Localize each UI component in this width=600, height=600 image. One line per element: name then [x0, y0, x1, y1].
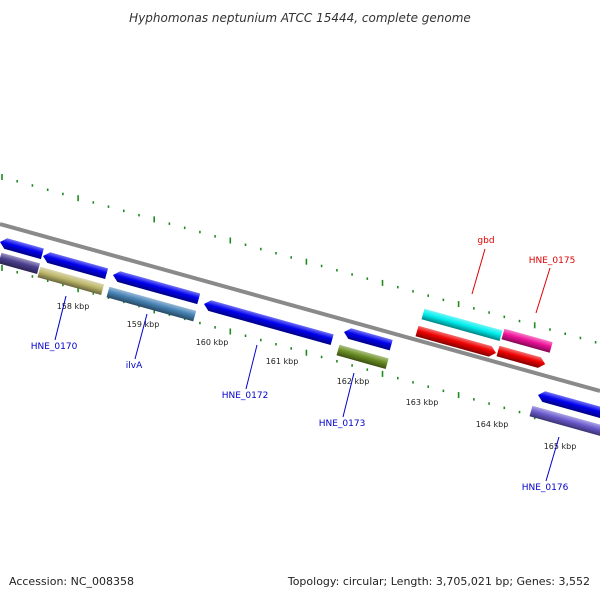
tick-label: 164 kbp: [476, 420, 509, 429]
gene-label-leader: [54, 295, 67, 341]
gene-arrow: [529, 405, 600, 437]
gene-label: HNE_0172: [222, 391, 269, 401]
accession-text: Accession: NC_008358: [9, 575, 135, 588]
gene-arrow: [0, 238, 44, 260]
gene-arrow: [204, 300, 334, 345]
tick-label: 163 kbp: [406, 398, 439, 407]
gene-arrow: [0, 252, 41, 275]
gene-arrow: [106, 286, 197, 322]
outer-tick-ring: [1, 174, 597, 344]
gene-arrow: [421, 308, 503, 342]
gene-arrow: [538, 391, 600, 420]
genome-backbone: [0, 222, 600, 393]
tick-label: 161 kbp: [266, 357, 299, 366]
gene-labels: gbd HNE_0175 HNE_0170 ilvA HNE_0172 HNE_0173 H…: [31, 236, 576, 493]
gene-label-leader: [471, 248, 486, 295]
gene-arrow: [336, 344, 389, 369]
gene-arrow: [43, 252, 109, 279]
tick-labels: 158 kbp 159 kbp 160 kbp 161 kbp 162 kbp 163 k…: [57, 302, 577, 451]
genome-summary-text: Topology: circular; Length: 3,705,021 bp…: [287, 575, 590, 588]
tick-label: 158 kbp: [57, 302, 90, 311]
gene-label-leader: [535, 267, 551, 314]
gene-arrow: [496, 345, 546, 368]
gene-label-leader: [545, 436, 560, 482]
tick-label: 160 kbp: [196, 338, 229, 347]
gene-label: HNE_0175: [529, 256, 576, 266]
tick-label: 159 kbp: [127, 320, 160, 329]
tick-label: 165 kbp: [544, 442, 577, 451]
gene-label: HNE_0173: [319, 419, 366, 429]
gene-label: HNE_0170: [31, 342, 78, 352]
gene-label: HNE_0176: [522, 483, 569, 493]
gene-features: [0, 238, 600, 437]
gene-arrow: [415, 325, 496, 357]
tick-label: 162 kbp: [337, 377, 370, 386]
gene-arrow: [37, 266, 105, 295]
gene-label-leader: [134, 313, 148, 360]
map-title: Hyphomonas neptunium ATCC 15444, complet…: [129, 11, 471, 25]
gene-label: gbd: [477, 236, 494, 246]
gene-label-leader: [342, 372, 355, 418]
gene-arrow: [501, 328, 553, 353]
gene-label-leader: [245, 344, 258, 390]
gene-label: ilvA: [126, 361, 143, 371]
gene-arrow: [113, 271, 201, 305]
gene-arrow: [344, 328, 393, 351]
